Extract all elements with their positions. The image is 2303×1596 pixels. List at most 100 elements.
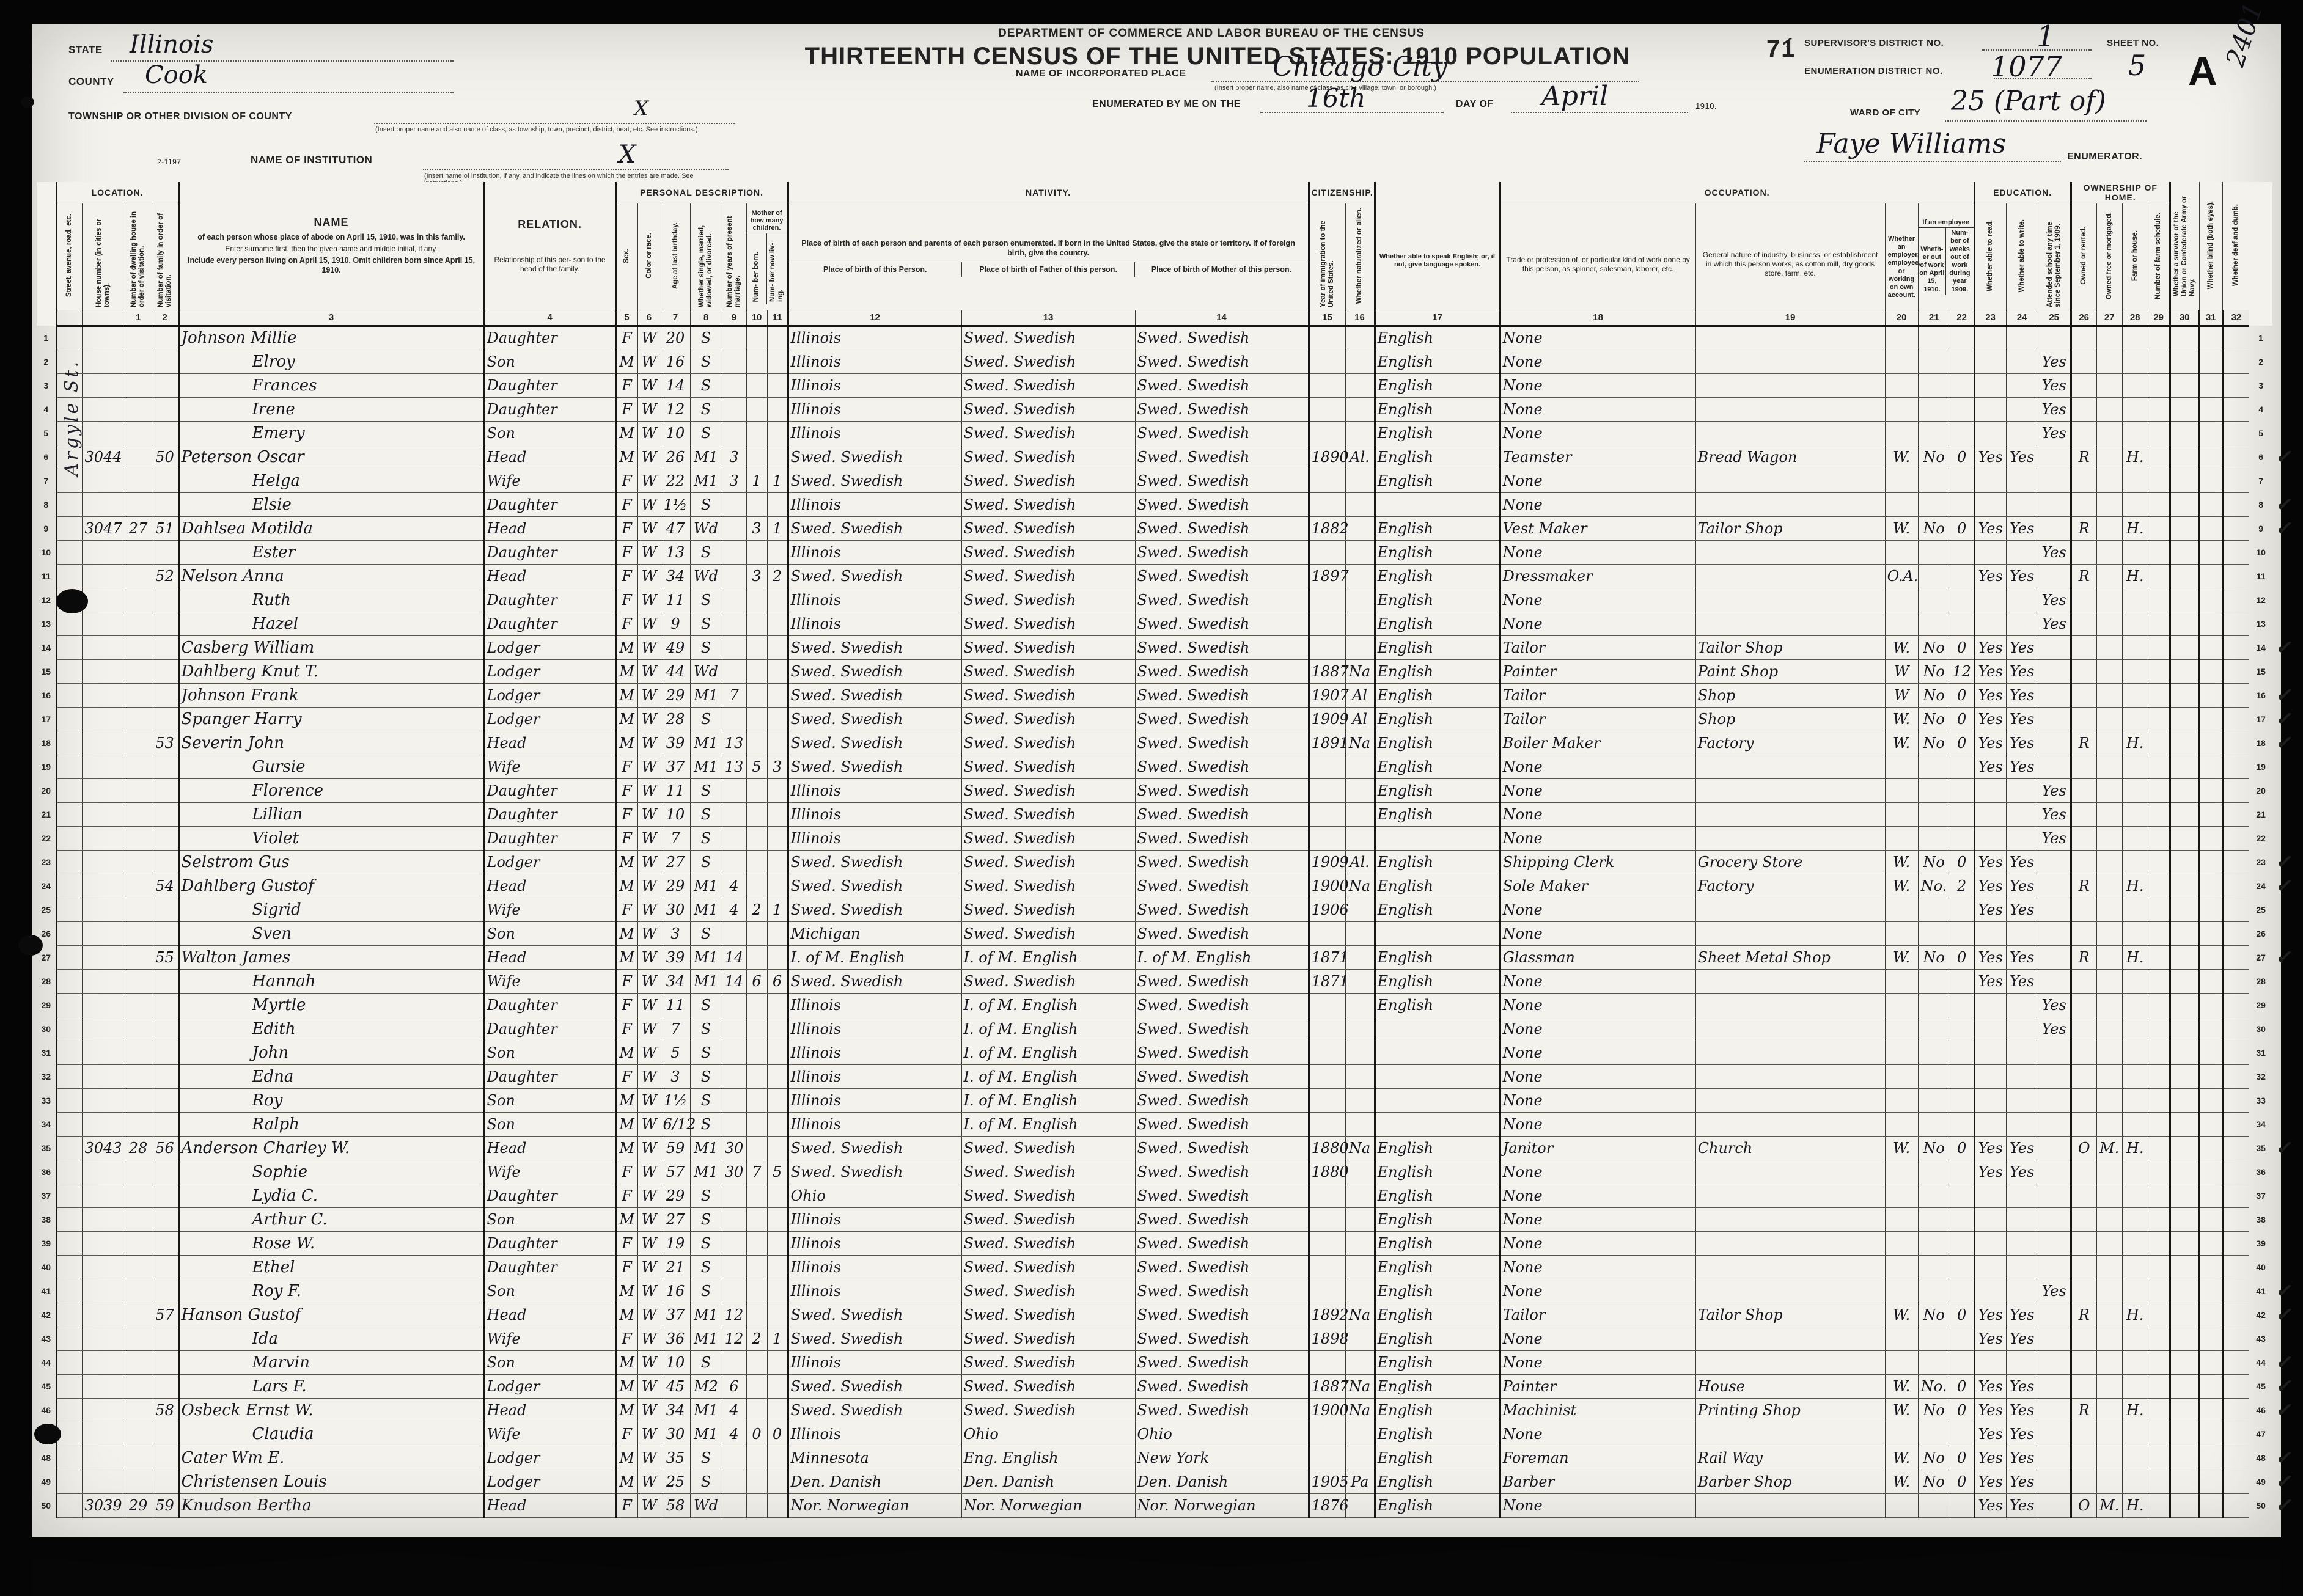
cell-name: Dahlsea Motilda [177,516,485,541]
cell-df [2221,1160,2250,1184]
cell-na [1345,1231,1375,1256]
cell-cl [766,397,788,422]
cell-name: Ethel [177,1255,485,1279]
cell-ind [1695,1422,1886,1446]
cell-bf: Swed. Swedish [961,588,1136,612]
col-number-ym: 9 [721,310,747,327]
table-row: 34 Ralph Son M W 6/12 S Illinois I. of M. Englis… [37,1112,2272,1137]
col-header-english: Whether able to speak English; or, if no… [1373,182,1500,310]
cell-sv [2169,945,2200,970]
table-row: 30 Edith Daughter F W 7 S Illinois I. of M. Engl… [37,1017,2272,1041]
cell-sc [2037,1422,2071,1446]
cell-sex: M [614,350,638,374]
cell-c: W [637,326,661,350]
cell-fm [2096,969,2123,994]
cell-im [1307,1088,1346,1113]
cell-age: 11 [660,993,691,1017]
cell-street [55,778,82,803]
cell-fh [2121,1470,2148,1494]
cell-sex: F [614,397,638,422]
cell-sc: Yes [2037,540,2071,565]
cell-ind [1695,1493,1886,1518]
row-number: 30 [2256,1023,2266,1034]
cell-wr [2005,1207,2038,1232]
cell-lg: English [1373,588,1500,612]
cell-tr: None [1499,350,1696,374]
cell-wk [1949,1088,1975,1113]
cell-fm [2096,1327,2123,1351]
col-header-street: Street, avenue, road, etc. [55,203,82,310]
cell-bf: Swed. Swedish [961,1255,1136,1279]
cell-bp: Swed. Swedish [787,1136,962,1160]
cell-rel: Son [483,921,616,946]
cell-sv [2169,516,2200,541]
cell-bf: Swed. Swedish [961,778,1136,803]
cell-m: S [689,1279,722,1303]
cell-wk: 0 [1949,1398,1975,1422]
cell-bp: Minnesota [787,1446,962,1470]
cell-bm: Swed. Swedish [1134,1374,1309,1399]
cell-na [1345,373,1375,398]
cell-on: R [2070,1303,2097,1327]
cell-sex: F [614,492,638,517]
cell-dwell [124,993,152,1017]
cell-name: Edith [177,1017,485,1041]
cell-im [1307,1207,1346,1232]
cell-wk: 0 [1949,731,1975,755]
cell-cl [766,373,788,398]
cell-rd [1973,1184,2007,1208]
cell-ym: 30 [721,1136,747,1160]
supervisor-label: SUPERVISOR'S DISTRICT NO. [1804,38,1944,48]
cell-im [1307,373,1346,398]
cell-cb [746,421,768,445]
cell-owk: No [1917,659,1950,684]
cell-bl [2198,350,2223,374]
cell-ym [721,397,747,422]
cell-df [2221,1136,2250,1160]
cell-dwell [124,350,152,374]
table-row: 37 Lydia C. Daughter F W 29 S Ohio Swed. Swedish… [37,1184,2272,1208]
cell-fam [151,1112,179,1137]
col-number-bp: 12 [787,310,962,327]
cell-bl [2198,588,2223,612]
cell-house [81,635,125,660]
cell-bl [2198,802,2223,827]
cell-rel: Daughter [483,1064,616,1089]
cell-name: Peterson Oscar [177,445,485,469]
cell-bm: Swed. Swedish [1134,492,1309,517]
cell-bp: Illinois [787,778,962,803]
cell-street [55,1350,82,1375]
cell-bp: Michigan [787,921,962,946]
cell-cl: 1 [766,1327,788,1351]
cell-df [2221,1064,2250,1089]
cell-fh [2121,1446,2148,1470]
col-header-ym: Number of years of present marriage. [721,203,747,310]
cell-wk [1949,755,1975,779]
cell-bl [2198,1398,2223,1422]
cell-fs [2147,707,2170,731]
table-row: 21 Lillian Daughter F W 10 S Illinois Swed. Swed… [37,802,2272,827]
cell-ind [1695,326,1886,350]
cell-na [1345,1017,1375,1041]
cell-owk [1917,1422,1950,1446]
cell-dwell [124,326,152,350]
cell-rd: Yes [1973,945,2007,970]
table-row: 43 Ida Wife F W 36 M1 12 2 1 Swed. Swedish Swed. Sw… [37,1327,2272,1351]
cell-wr [2005,469,2038,493]
cell-m: M1 [689,874,722,898]
cell-fs [2147,1422,2170,1446]
cell-cb [746,1350,768,1375]
row-number: 27 ✓ [2256,945,2295,970]
cell-m: S [689,1446,722,1470]
cell-wr [2005,778,2038,803]
cell-em: W. [1884,445,1919,469]
cell-fm [2096,1112,2123,1137]
cell-rd: Yes [1973,755,2007,779]
cell-m: M1 [689,445,722,469]
cell-ym: 3 [721,469,747,493]
cell-bm: Swed. Swedish [1134,802,1309,827]
cell-tr: None [1499,1493,1696,1518]
punch-hole [18,935,43,956]
cell-fm [2096,635,2123,660]
cell-house [81,1112,125,1137]
